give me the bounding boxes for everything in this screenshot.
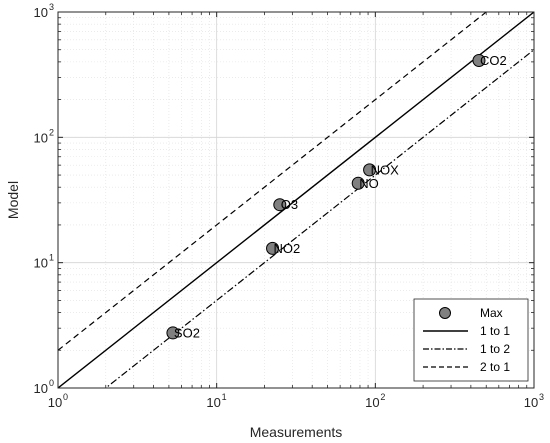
data-point-nox	[363, 163, 377, 177]
point-label-no: NO	[359, 176, 379, 191]
y-tick-exponent: 2	[49, 127, 54, 137]
data-point-no2	[266, 241, 280, 255]
legend-label-2to1: 2 to 1	[480, 360, 510, 374]
point-label-o3: O3	[281, 197, 298, 212]
y-axis-label: Model	[5, 181, 21, 219]
legend: Max 1 to 1 1 to 2 2 to 1	[413, 298, 529, 382]
y-tick-exponent: 3	[49, 2, 54, 12]
y-tick-label: 10	[34, 381, 48, 396]
x-tick-exponent: 2	[380, 392, 385, 402]
x-tick-exponent: 3	[539, 392, 544, 402]
legend-label-1to1: 1 to 1	[480, 324, 510, 338]
x-tick-label: 10	[206, 395, 220, 410]
legend-label-1to2: 1 to 2	[480, 342, 510, 356]
point-label-no2: NO2	[274, 241, 301, 256]
reference-line-2-to-1	[58, 12, 488, 351]
point-label-so2: SO2	[174, 325, 200, 340]
x-tick-exponent: 0	[63, 392, 68, 402]
y-tick-label: 10	[34, 130, 48, 145]
y-tick-exponent: 0	[49, 378, 54, 388]
reference-lines	[58, 12, 534, 388]
x-tick-label: 10	[365, 395, 379, 410]
x-axis-label: Measurements	[250, 424, 343, 440]
y-tick-label: 10	[34, 5, 48, 20]
x-tick-label: 10	[524, 395, 538, 410]
y-tick-exponent: 1	[49, 253, 54, 263]
y-tick-label: 10	[34, 256, 48, 271]
point-label-co2: CO2	[480, 53, 507, 68]
x-tick-label: 10	[48, 395, 62, 410]
reference-line-1-to-1	[58, 12, 534, 388]
x-tick-exponent: 1	[222, 392, 227, 402]
legend-label-max: Max	[480, 306, 503, 320]
data-point-so2	[166, 326, 180, 340]
legend-marker-max	[439, 307, 451, 319]
data-point-co2	[472, 54, 486, 68]
point-label-nox: NOX	[371, 162, 400, 177]
legend-box	[413, 298, 529, 382]
reference-line-1-to-2	[104, 49, 534, 388]
data-point-no	[351, 176, 365, 190]
data-point-o3	[273, 198, 287, 212]
plot-frame	[57, 11, 535, 389]
